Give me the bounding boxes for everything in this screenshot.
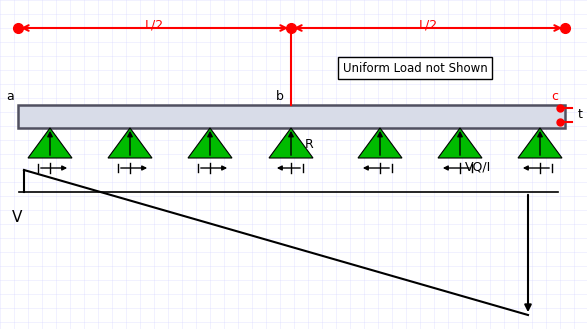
Polygon shape (518, 128, 562, 158)
Text: L/2: L/2 (144, 18, 164, 31)
Text: Uniform Load not Shown: Uniform Load not Shown (343, 62, 487, 74)
Text: V: V (12, 211, 22, 225)
Text: L/2: L/2 (419, 18, 437, 31)
Text: t: t (578, 109, 583, 121)
Text: VQ/I: VQ/I (465, 160, 491, 173)
Polygon shape (108, 128, 152, 158)
Polygon shape (358, 128, 402, 158)
Polygon shape (438, 128, 482, 158)
Text: b: b (276, 90, 284, 103)
Text: R: R (305, 138, 313, 151)
Text: c: c (551, 90, 558, 103)
Polygon shape (28, 128, 72, 158)
Bar (18, 105, 565, 128)
Polygon shape (269, 128, 313, 158)
Text: a: a (6, 90, 14, 103)
Polygon shape (188, 128, 232, 158)
